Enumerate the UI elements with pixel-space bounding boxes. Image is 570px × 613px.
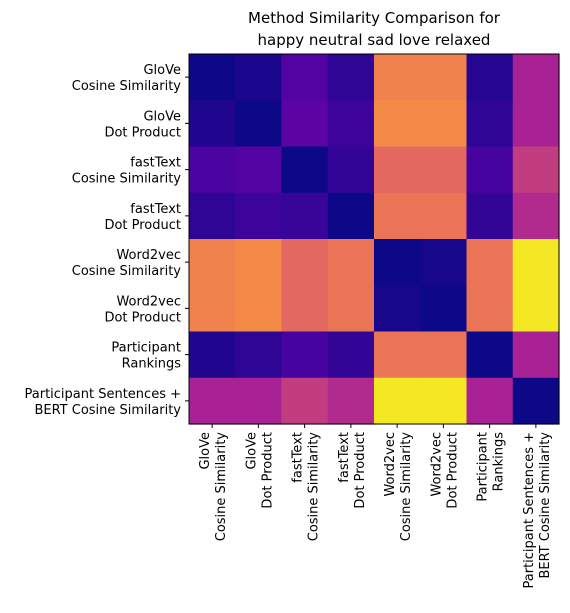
- heatmap-cell-r7-c4: [374, 377, 421, 425]
- x-tick-label-1: GloVeDot Product: [244, 432, 275, 509]
- heatmap-cell-r0-c2: [281, 54, 329, 101]
- heatmap-cell-r0-c6: [466, 54, 514, 101]
- heatmap-cell-r4-c0: [189, 239, 236, 286]
- heatmap-cell-r6-c6: [466, 331, 514, 379]
- heatmap-cell-r6-c1: [235, 331, 283, 379]
- heatmap-cell-r2-c6: [466, 146, 514, 194]
- heatmap-cell-r7-c1: [235, 377, 283, 425]
- heatmap-cell-r1-c5: [420, 100, 468, 148]
- heatmap-cell-r5-c6: [466, 285, 514, 333]
- heatmap-cell-r1-c4: [374, 100, 421, 148]
- x-tick-label-4: Word2vecCosine Similarity: [383, 432, 414, 542]
- x-tick-label-0: GloVeCosine Similarity: [198, 432, 229, 542]
- heatmap-cell-r3-c0: [189, 192, 236, 240]
- y-axis-ticks: GloVe Cosine Similarity GloVe Dot Product fa…: [25, 63, 189, 418]
- heatmap-cell-r6-c3: [327, 331, 375, 379]
- heatmap-cell-r4-c2: [281, 239, 329, 286]
- heatmap-cell-r4-c4: [374, 239, 421, 286]
- heatmap-cell-r5-c5: [420, 285, 468, 333]
- heatmap-cell-r6-c4: [374, 331, 421, 379]
- heatmap-cell-r7-c7: [512, 377, 560, 425]
- heatmap-cell-r5-c2: [281, 285, 329, 333]
- heatmap-cell-r5-c0: [189, 285, 236, 333]
- y-tick-label-2: fastText Cosine Similarity: [72, 156, 182, 187]
- plot-frame: [188, 53, 560, 425]
- x-tick-label-6: ParticipantRankings: [476, 432, 507, 502]
- heatmap-cell-r3-c2: [281, 192, 329, 240]
- heatmap-cell-r0-c5: [420, 54, 468, 101]
- heatmap-cell-r2-c2: [281, 146, 329, 194]
- x-tick-label-3: fastTextDot Product: [337, 432, 368, 509]
- y-tick-label-6: Participant Rankings: [111, 341, 181, 372]
- heatmap-cell-r4-c5: [420, 239, 468, 286]
- heatmap-cell-r4-c3: [327, 239, 375, 286]
- heatmap-cell-r2-c1: [235, 146, 283, 194]
- heatmap-cell-r7-c5: [420, 377, 468, 425]
- x-axis-ticks: GloVeCosine Similarity GloVeDot Product fa…: [198, 424, 553, 589]
- heatmap-cell-r7-c3: [327, 377, 375, 425]
- y-tick-label-5: Word2vec Dot Product: [104, 294, 181, 325]
- y-tick-label-4: Word2vec Cosine Similarity: [72, 248, 182, 279]
- heatmap-cell-r2-c4: [374, 146, 421, 194]
- heatmap-cell-r0-c3: [327, 54, 375, 101]
- x-tick-label-7: Participant Sentences +BERT Cosine Simil…: [522, 432, 553, 589]
- heatmap-cell-r1-c7: [512, 100, 560, 148]
- heatmap-cell-r1-c1: [235, 100, 283, 148]
- heatmap-cell-r3-c3: [327, 192, 375, 240]
- heatmap-cell-r1-c6: [466, 100, 514, 148]
- heatmap-cell-r0-c4: [374, 54, 421, 101]
- heatmap-cells: [189, 54, 560, 425]
- heatmap-cell-r1-c2: [281, 100, 329, 148]
- heatmap-cell-r3-c4: [374, 192, 421, 240]
- x-tick-label-2: fastTextCosine Similarity: [291, 432, 322, 542]
- heatmap-cell-r6-c7: [512, 331, 560, 379]
- heatmap-cell-r3-c5: [420, 192, 468, 240]
- heatmap-cell-r7-c6: [466, 377, 514, 425]
- heatmap-cell-r1-c3: [327, 100, 375, 148]
- heatmap-cell-r0-c7: [512, 54, 560, 101]
- heatmap-cell-r0-c0: [189, 54, 236, 101]
- heatmap-cell-r2-c7: [512, 146, 560, 194]
- heatmap-cell-r3-c7: [512, 192, 560, 240]
- heatmap-cell-r6-c5: [420, 331, 468, 379]
- chart-title-line-2: happy neutral sad love relaxed: [258, 31, 491, 49]
- heatmap-cell-r1-c0: [189, 100, 236, 148]
- y-tick-label-3: fastText Dot Product: [104, 202, 181, 233]
- x-tick-label-5: Word2vecDot Product: [429, 432, 460, 509]
- heatmap-cell-r5-c1: [235, 285, 283, 333]
- heatmap-cell-r2-c3: [327, 146, 375, 194]
- heatmap-cell-r5-c4: [374, 285, 421, 333]
- chart-title-line-1: Method Similarity Comparison for: [248, 9, 501, 27]
- y-tick-label-7: Participant Sentences + BERT Cosine Simil…: [25, 387, 182, 418]
- heatmap-cell-r3-c6: [466, 192, 514, 240]
- heatmap-cell-r0-c1: [235, 54, 283, 101]
- heatmap-cell-r7-c2: [281, 377, 329, 425]
- heatmap-cell-r5-c3: [327, 285, 375, 333]
- heatmap-cell-r2-c0: [189, 146, 236, 194]
- heatmap-cell-r6-c2: [281, 331, 329, 379]
- heatmap-cell-r7-c0: [189, 377, 236, 425]
- heatmap-cell-r4-c1: [235, 239, 283, 286]
- y-tick-label-1: GloVe Dot Product: [104, 109, 181, 140]
- heatmap-cell-r4-c6: [466, 239, 514, 286]
- heatmap-cell-r2-c5: [420, 146, 468, 194]
- heatmap-cell-r4-c7: [512, 239, 560, 286]
- y-tick-label-0: GloVe Cosine Similarity: [72, 63, 182, 94]
- heatmap-cell-r3-c1: [235, 192, 283, 240]
- heatmap-cell-r5-c7: [512, 285, 560, 333]
- heatmap-cell-r6-c0: [189, 331, 236, 379]
